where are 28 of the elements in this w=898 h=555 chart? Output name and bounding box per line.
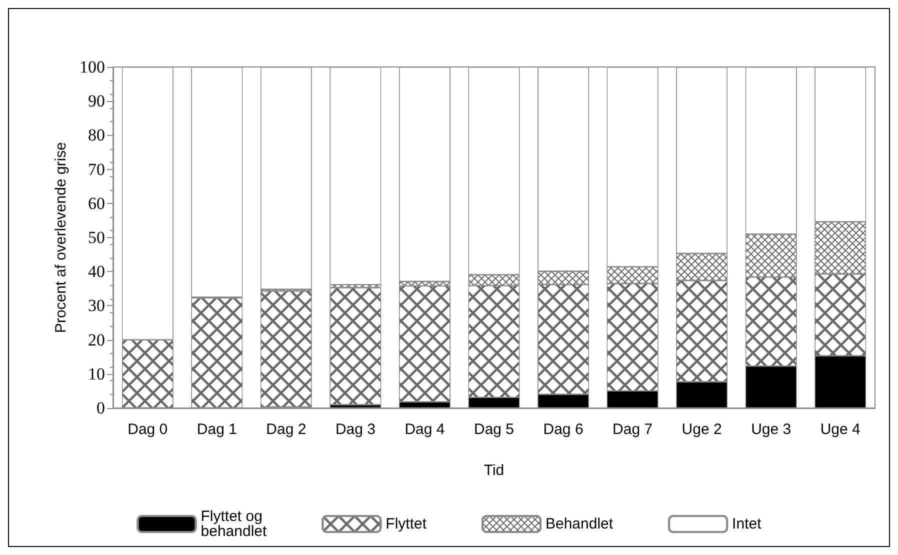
x-tick-label: Uge 3 [751, 421, 792, 438]
y-axis-title: Procent af overlevende grise [52, 142, 70, 333]
x-tick-label: Uge 2 [682, 421, 722, 438]
y-tick-label: 0 [96, 398, 105, 418]
y-tick-label: 30 [88, 296, 105, 316]
x-tick-label: Dag 7 [612, 421, 653, 438]
y-tick-label: 40 [88, 262, 105, 282]
x-tick-label: Dag 5 [474, 421, 514, 438]
x-tick-label: Dag 2 [266, 421, 306, 438]
x-tick-label: Dag 6 [543, 421, 584, 438]
y-tick-label: 70 [88, 160, 105, 179]
y-tick-label: 80 [88, 126, 105, 145]
x-tick-label: Uge 4 [820, 421, 860, 438]
x-axis-title: Tid [484, 462, 504, 479]
x-tick-label: Dag 1 [196, 421, 237, 438]
legend-label: Flyttet [386, 516, 428, 532]
legend-label: Behandlet [545, 516, 614, 532]
x-tick-label: Dag 0 [128, 421, 168, 438]
legend-label: Flyttet og behandlet [200, 508, 268, 540]
y-tick-label: 50 [88, 228, 105, 247]
y-tick-label: 90 [88, 92, 105, 111]
legend-label: Intet [732, 516, 762, 532]
y-tick-label: 10 [88, 364, 105, 384]
x-tick-label: Dag 3 [335, 421, 376, 438]
x-tick-label: Dag 4 [404, 421, 445, 438]
y-tick-label: 20 [88, 330, 105, 350]
y-tick-label: 100 [80, 58, 105, 76]
y-tick-label: 60 [88, 194, 105, 213]
